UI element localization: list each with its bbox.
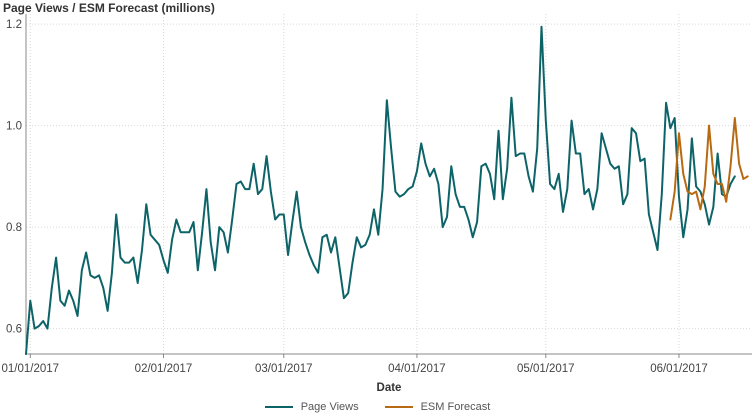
legend-label-page-views: Page Views [300, 401, 359, 413]
series-line-esm-forecast [669, 117, 749, 221]
y-axis-title: Page Views / ESM Forecast (millions) [3, 1, 215, 15]
y-tick-label: 1.2 [6, 19, 22, 31]
x-tick-label: 04/01/2017 [388, 363, 446, 375]
legend: Page Views ESM Forecast [0, 398, 755, 416]
legend-label-esm-forecast: ESM Forecast [420, 401, 491, 413]
legend-item-page-views: Page Views [264, 401, 359, 413]
x-tick-label: 06/01/2017 [650, 363, 708, 375]
legend-swatch-page-views [264, 406, 293, 408]
legend-item-esm-forecast: ESM Forecast [384, 401, 491, 413]
y-tick-label: 0.6 [6, 324, 22, 336]
x-axis-title: Date [377, 382, 402, 394]
x-tick-label: 05/01/2017 [517, 363, 575, 375]
legend-swatch-esm-forecast [384, 406, 413, 408]
x-tick-label: 03/01/2017 [255, 363, 313, 375]
x-tick-label: 02/01/2017 [135, 363, 193, 375]
series-line-page-views [25, 25, 736, 355]
x-tick-label: 01/01/2017 [2, 363, 60, 375]
y-tick-label: 1.0 [6, 121, 22, 133]
y-tick-label: 0.8 [6, 222, 22, 234]
